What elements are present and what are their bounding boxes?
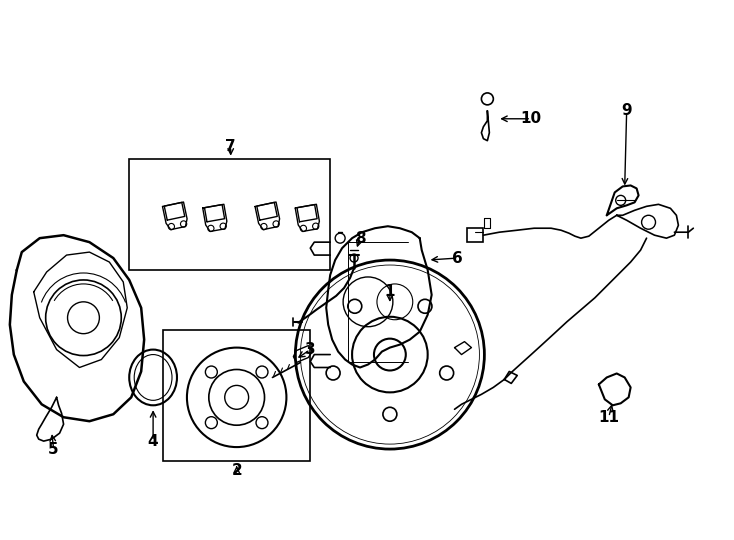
Text: 8: 8 bbox=[355, 231, 366, 246]
Text: 3: 3 bbox=[305, 342, 316, 357]
Text: 4: 4 bbox=[148, 434, 159, 449]
Text: 10: 10 bbox=[520, 111, 542, 126]
Bar bbox=[163, 330, 310, 461]
Bar bbox=[129, 159, 330, 270]
Bar bbox=[468, 228, 484, 242]
Text: 6: 6 bbox=[452, 251, 463, 266]
Text: 7: 7 bbox=[225, 139, 236, 154]
Text: 5: 5 bbox=[48, 442, 59, 457]
Text: 9: 9 bbox=[622, 103, 632, 118]
Text: 1: 1 bbox=[385, 285, 395, 299]
Text: 2: 2 bbox=[231, 463, 242, 478]
Text: 11: 11 bbox=[598, 410, 619, 425]
